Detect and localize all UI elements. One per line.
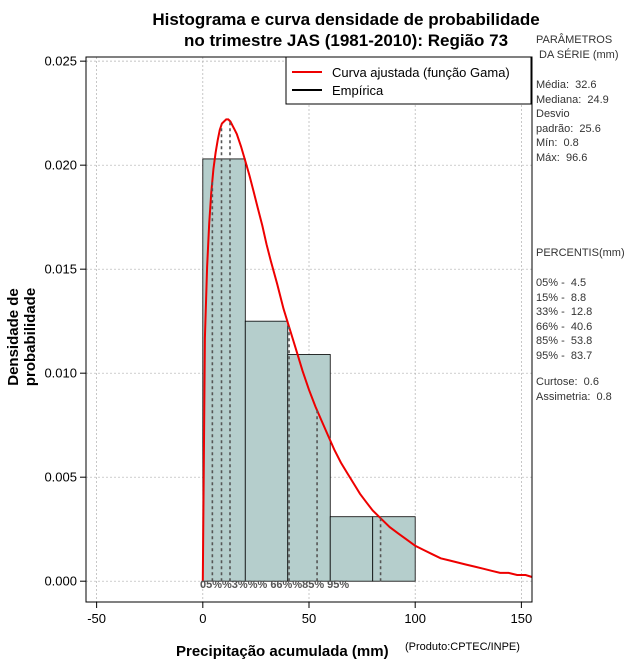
histogram-bar (372, 516, 416, 582)
y-axis-label: Densidade de probabilidade (5, 287, 39, 387)
axes-ticks: -50 0 50 100 150 0.000 0.005 0.010 0.015 0.020 0.0… (44, 54, 532, 626)
x-tick-label: -50 (87, 611, 106, 626)
percentile-lines (211, 121, 382, 582)
params-title: PARÂMETROS DA SÉRIE (mm) (536, 34, 619, 61)
x-tick-label: 100 (404, 611, 426, 626)
x-axis-label: Precipitação acumulada (mm) (176, 643, 389, 660)
percentis-title: PERCENTIS(mm) (536, 247, 625, 259)
y-tick-label: 0.010 (44, 366, 77, 381)
y-tick-label: 0.015 (44, 262, 77, 277)
legend-empirical-label: Empírica (332, 83, 384, 98)
legend-curve-label: Curva ajustada (função Gama) (332, 65, 510, 80)
x-tick-label: 150 (511, 611, 533, 626)
y-tick-label: 0.000 (44, 574, 77, 589)
chart-title-line-2: no trimestre JAS (1981-2010): Região 73 (183, 31, 509, 50)
histogram-bar (244, 320, 289, 582)
y-tick-label: 0.005 (44, 470, 77, 485)
stats-values: Curtose: 0.6 Assimetria: 0.8 (536, 376, 612, 403)
gamma-curve-layer (201, 118, 533, 582)
x-tick-label: 0 (199, 611, 206, 626)
histogram-bar (329, 516, 374, 582)
credit-text: (Produto:CPTEC/INPE) (405, 641, 520, 653)
params-values: Média: 32.6 Mediana: 24.9 Desvio padrão:… (536, 79, 609, 164)
y-tick-label: 0.025 (44, 54, 77, 69)
y-tick-label: 0.020 (44, 158, 77, 173)
gamma-curve (201, 118, 533, 582)
x-tick-label: 50 (302, 611, 316, 626)
legend-box (285, 56, 532, 105)
percentis-values: 05% - 4.5 15% - 8.8 33% - 12.8 66% - 40.… (536, 277, 593, 362)
chart-title-line-1: Histograma e curva densidade de probabil… (152, 10, 540, 29)
legend: Curva ajustada (função Gama) Empírica (285, 56, 532, 105)
percentile-marker-labels: 05%%3%%% 66%%85% 95% (200, 579, 349, 591)
